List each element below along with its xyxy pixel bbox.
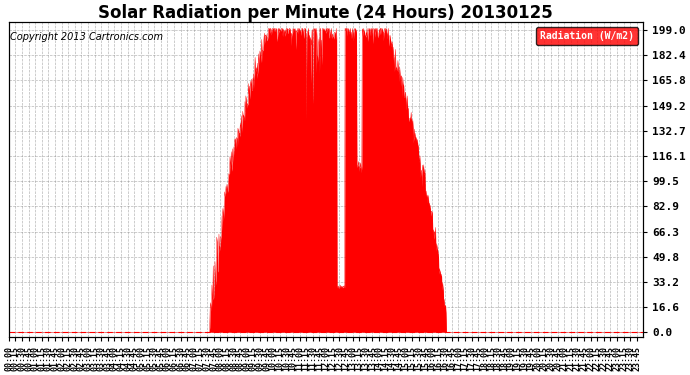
Title: Solar Radiation per Minute (24 Hours) 20130125: Solar Radiation per Minute (24 Hours) 20… [99, 4, 553, 22]
Legend: Radiation (W/m2): Radiation (W/m2) [536, 27, 638, 45]
Text: Copyright 2013 Cartronics.com: Copyright 2013 Cartronics.com [10, 32, 163, 42]
